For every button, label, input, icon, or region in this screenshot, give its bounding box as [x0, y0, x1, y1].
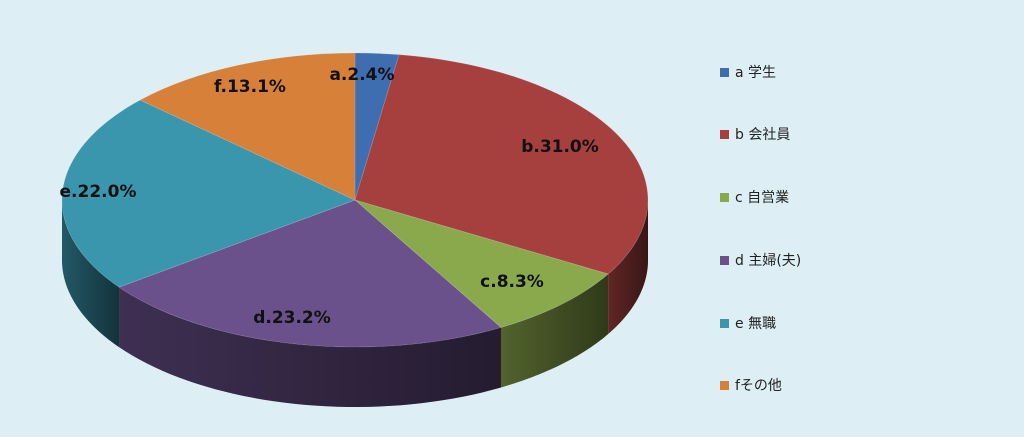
slice-label-a: a.2.4% — [329, 65, 394, 85]
slice-label-e: e.22.0% — [60, 182, 137, 202]
slice-side-shade-e — [62, 200, 120, 348]
slice-label-b: b.31.0% — [521, 137, 599, 157]
legend-label-e: e 無職 — [735, 316, 777, 332]
pie-labels: a.2.4% b.31.0% c.8.3% d.23.2% e.22.0% f.13.1% — [60, 65, 599, 328]
legend-label-f: fその他 — [735, 378, 782, 394]
legend-item-e: e 無職 — [720, 313, 776, 333]
legend-swatch-c — [720, 192, 729, 202]
slice-label-d: d.23.2% — [253, 308, 331, 328]
slice-d — [118, 199, 502, 348]
slice-side-shade-b — [608, 200, 648, 335]
slice-b — [354, 54, 649, 275]
pie-sides — [62, 200, 648, 407]
slice-side-shade-d — [119, 287, 501, 407]
legend-item-f: fその他 — [720, 375, 782, 395]
legend-swatch-b — [720, 129, 729, 139]
legend-label-d: d 主婦(夫) — [735, 253, 802, 269]
legend-label-b: b 会社員 — [735, 127, 791, 143]
legend-item-c: c 自営業 — [720, 187, 789, 207]
slice-a — [354, 52, 400, 201]
legend-swatch-d — [720, 255, 729, 265]
legend-item-b: b 会社員 — [720, 124, 790, 144]
slice-e — [61, 99, 357, 288]
slice-label-f: f.13.1% — [214, 77, 286, 97]
slice-label-c: c.8.3% — [480, 272, 544, 292]
pie-tops — [61, 52, 649, 348]
slice-side-shade-c — [500, 274, 609, 388]
legend-swatch-e — [720, 318, 729, 328]
legend-label-a: a 学生 — [735, 65, 777, 81]
legend-item-d: d 主婦(夫) — [720, 250, 801, 270]
legend-swatch-f — [720, 380, 729, 390]
slice-f — [139, 52, 356, 201]
legend-label-c: c 自営業 — [735, 190, 790, 206]
legend-swatch-a — [720, 67, 729, 77]
legend-item-a: a 学生 — [720, 62, 776, 82]
slice-c — [354, 199, 609, 328]
